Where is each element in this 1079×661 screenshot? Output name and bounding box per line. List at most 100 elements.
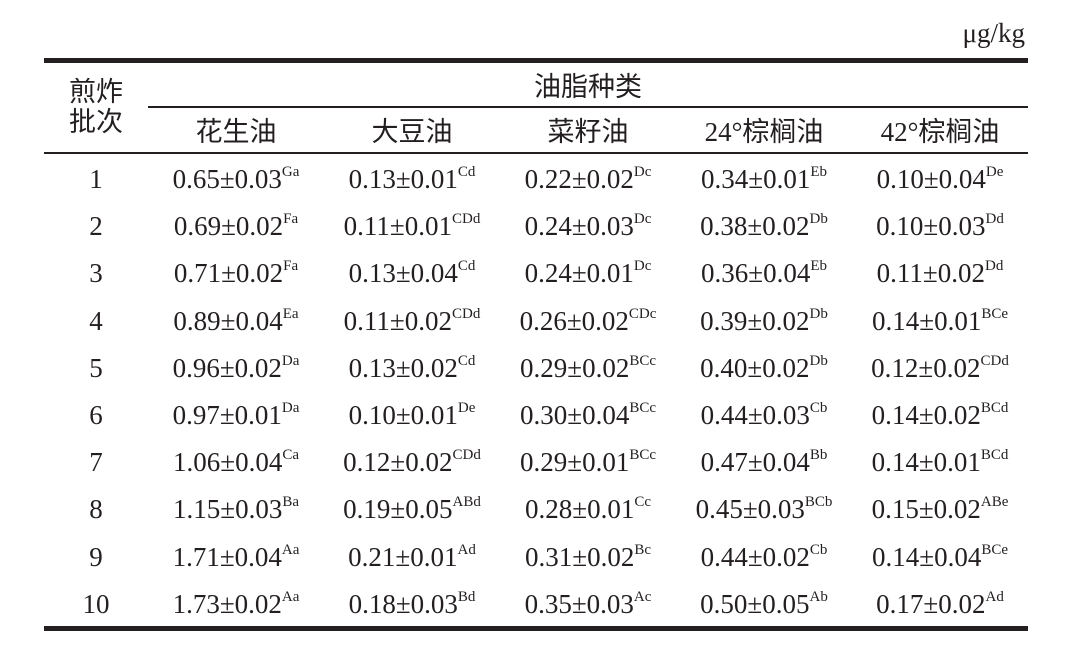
data-cell: 0.44±0.02Cb bbox=[676, 534, 852, 581]
significance-letters: BCc bbox=[629, 400, 656, 417]
data-cell: 0.21±0.01Ad bbox=[324, 534, 500, 581]
data-cell: 0.24±0.03Dc bbox=[500, 203, 676, 250]
group-header-rule bbox=[148, 106, 1028, 108]
cell-value: 0.13±0.04 bbox=[348, 258, 458, 289]
data-cell: 0.50±0.05Ab bbox=[676, 581, 852, 628]
cell-value: 0.22±0.02 bbox=[524, 164, 634, 195]
data-cell: 0.38±0.02Db bbox=[676, 203, 852, 250]
cell-value: 0.44±0.03 bbox=[700, 400, 810, 431]
significance-letters: Ab bbox=[809, 588, 828, 605]
table-row: 3 0.71±0.02Fa 0.13±0.04Cd 0.24±0.01Dc 0.36±0… bbox=[44, 250, 1028, 297]
column-header-rapeseed-oil: 菜籽油 bbox=[547, 117, 629, 147]
table-row: 9 1.71±0.04Aa 0.21±0.01Ad 0.31±0.02Bc 0.44±0… bbox=[44, 534, 1028, 581]
significance-letters: Cd bbox=[457, 164, 476, 181]
significance-letters: BCc bbox=[629, 352, 656, 369]
cell-value: 1.71±0.04 bbox=[172, 541, 282, 572]
data-cell: 0.11±0.01CDd bbox=[324, 203, 500, 250]
data-cell: 0.29±0.01BCc bbox=[500, 439, 676, 486]
row-header-line1: 煎炸 bbox=[69, 77, 123, 107]
cell-value: 0.11±0.01 bbox=[343, 211, 452, 242]
cell-value: 0.14±0.01 bbox=[872, 305, 982, 336]
cell-value: 0.29±0.02 bbox=[520, 352, 630, 383]
batch-number: 10 bbox=[82, 588, 110, 619]
data-cell: 0.35±0.03Ac bbox=[500, 581, 676, 628]
data-cell: 0.29±0.02BCc bbox=[500, 345, 676, 392]
data-cell: 0.14±0.01BCd bbox=[852, 439, 1028, 486]
cell-value: 0.39±0.02 bbox=[700, 305, 810, 336]
data-cell: 0.10±0.04De bbox=[852, 156, 1028, 203]
table-row: 1 0.65±0.03Ga 0.13±0.01Cd 0.22±0.02Dc 0.34±0… bbox=[44, 156, 1028, 203]
data-cell: 0.45±0.03BCb bbox=[676, 486, 852, 533]
table-row: 5 0.96±0.02Da 0.13±0.02Cd 0.29±0.02BCc 0.40±… bbox=[44, 345, 1028, 392]
cell-value: 0.11±0.02 bbox=[343, 305, 452, 336]
table-row: 10 1.73±0.02Aa 0.18±0.03Bd 0.35±0.03Ac 0.50±… bbox=[44, 581, 1028, 628]
cell-value: 0.35±0.03 bbox=[524, 588, 634, 619]
cell-value: 0.29±0.01 bbox=[520, 447, 630, 478]
data-cell: 0.24±0.01Dc bbox=[500, 250, 676, 297]
significance-letters: Fa bbox=[283, 258, 299, 275]
data-cell: 0.28±0.01Cc bbox=[500, 486, 676, 533]
table-row: 6 0.97±0.01Da 0.10±0.01De 0.30±0.04BCc 0.44±… bbox=[44, 392, 1028, 439]
header-rule bbox=[44, 152, 1028, 154]
significance-letters: Da bbox=[281, 400, 300, 417]
significance-letters: Cc bbox=[634, 494, 651, 511]
data-cell: 0.13±0.01Cd bbox=[324, 156, 500, 203]
data-cell: 0.15±0.02ABe bbox=[852, 486, 1028, 533]
significance-letters: ABd bbox=[452, 494, 481, 511]
significance-letters: BCe bbox=[981, 305, 1008, 322]
data-cell: 0.11±0.02CDd bbox=[324, 298, 500, 345]
cell-value: 0.10±0.03 bbox=[876, 211, 986, 242]
cell-value: 0.36±0.04 bbox=[701, 258, 811, 289]
data-table-body: 1 0.65±0.03Ga 0.13±0.01Cd 0.22±0.02Dc 0.34±0… bbox=[44, 156, 1028, 628]
column-header-soybean-oil: 大豆油 bbox=[371, 117, 453, 147]
data-cell: 1.71±0.04Aa bbox=[148, 534, 324, 581]
cell-value: 0.14±0.01 bbox=[871, 447, 981, 478]
data-cell: 1.06±0.04Ca bbox=[148, 439, 324, 486]
significance-letters: Ad bbox=[985, 588, 1004, 605]
table-top-rule bbox=[44, 58, 1028, 63]
significance-letters: Eb bbox=[810, 258, 827, 275]
significance-letters: Cb bbox=[809, 400, 828, 417]
unit-label: μg/kg bbox=[962, 18, 1025, 48]
cell-value: 0.50±0.05 bbox=[700, 588, 810, 619]
cell-value: 0.97±0.01 bbox=[172, 400, 282, 431]
significance-letters: Bb bbox=[809, 447, 828, 464]
cell-value: 0.14±0.02 bbox=[871, 400, 981, 431]
cell-value: 0.19±0.05 bbox=[343, 494, 453, 525]
data-table: 1 0.65±0.03Ga 0.13±0.01Cd 0.22±0.02Dc 0.34±0… bbox=[44, 156, 1028, 628]
significance-letters: Db bbox=[809, 211, 828, 228]
cell-value: 0.69±0.02 bbox=[173, 211, 284, 242]
table-row: 7 1.06±0.04Ca 0.12±0.02CDd 0.29±0.01BCc 0.47… bbox=[44, 439, 1028, 486]
batch-number: 2 bbox=[89, 211, 103, 242]
significance-letters: Fa bbox=[283, 211, 299, 228]
cell-value: 0.24±0.01 bbox=[524, 258, 634, 289]
significance-letters: BCc bbox=[629, 447, 656, 464]
cell-value: 0.30±0.04 bbox=[520, 400, 630, 431]
table-row: 8 1.15±0.03Ba 0.19±0.05ABd 0.28±0.01Cc 0.45±… bbox=[44, 486, 1028, 533]
significance-letters: BCd bbox=[980, 400, 1009, 417]
cell-value: 0.12±0.02 bbox=[871, 352, 981, 383]
cell-value: 0.31±0.02 bbox=[525, 541, 635, 572]
significance-letters: De bbox=[985, 164, 1004, 181]
cell-value: 0.38±0.02 bbox=[700, 211, 810, 242]
cell-value: 0.24±0.03 bbox=[524, 211, 634, 242]
data-cell: 0.97±0.01Da bbox=[148, 392, 324, 439]
significance-letters: Ea bbox=[282, 305, 299, 322]
data-cell: 0.11±0.02Dd bbox=[852, 250, 1028, 297]
batch-number: 6 bbox=[89, 400, 103, 431]
cell-value: 0.14±0.04 bbox=[872, 541, 982, 572]
significance-letters: CDd bbox=[451, 305, 481, 322]
data-cell: 0.19±0.05ABd bbox=[324, 486, 500, 533]
table-row: 4 0.89±0.04Ea 0.11±0.02CDd 0.26±0.02CDc 0.39… bbox=[44, 298, 1028, 345]
significance-letters: BCd bbox=[980, 447, 1009, 464]
significance-letters: Ad bbox=[457, 541, 476, 558]
cell-value: 0.47±0.04 bbox=[700, 447, 810, 478]
table-bottom-rule bbox=[44, 626, 1028, 631]
significance-letters: BCb bbox=[804, 494, 833, 511]
significance-letters: Aa bbox=[281, 541, 300, 558]
significance-letters: CDd bbox=[980, 352, 1009, 369]
data-cell: 0.10±0.03Dd bbox=[852, 203, 1028, 250]
cell-value: 0.28±0.01 bbox=[525, 494, 635, 525]
significance-letters: Ba bbox=[282, 494, 299, 511]
cell-value: 0.11±0.02 bbox=[876, 258, 985, 289]
